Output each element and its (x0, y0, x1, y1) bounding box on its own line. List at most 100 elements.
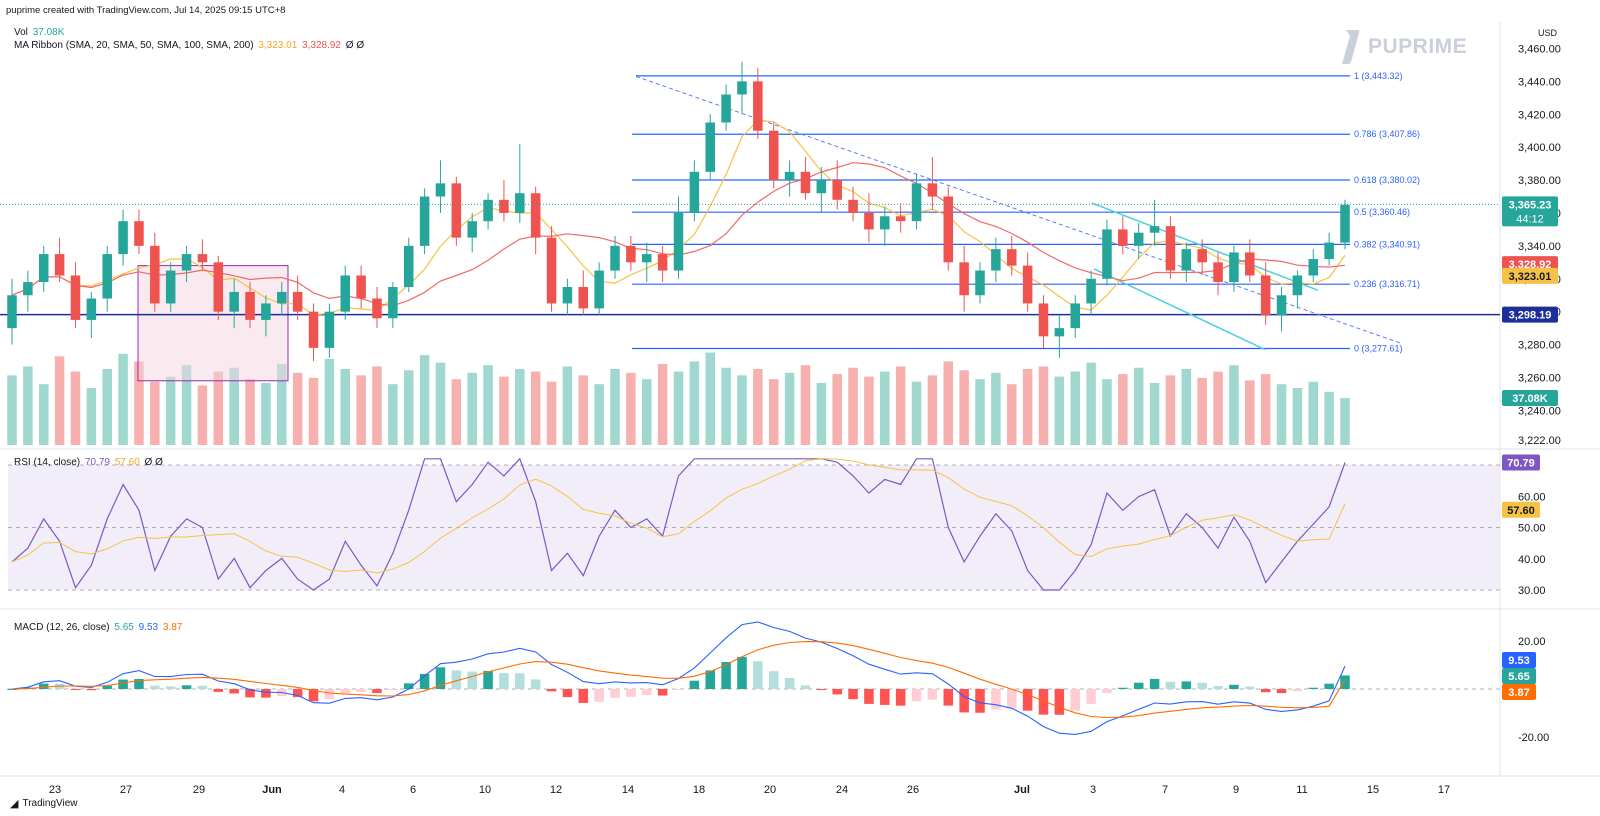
macd-histogram-bar (1006, 689, 1017, 709)
price-badge-label: 3,365.23 (1509, 199, 1552, 211)
time-tick-label: 18 (693, 784, 705, 796)
volume-bar (626, 372, 636, 445)
candle-body (1006, 249, 1017, 266)
ma-ribbon-legend[interactable]: MA Ribbon (SMA, 20, SMA, 50, SMA, 100, S… (14, 40, 364, 51)
fib-level-label: 0.382 (3,340.91) (1354, 239, 1420, 249)
candle-body (816, 180, 827, 194)
candle-body (1260, 275, 1271, 315)
volume-bar (1086, 362, 1096, 445)
candle-body (372, 298, 382, 319)
candle (372, 287, 382, 329)
macd-badge-label: 9.53 (1508, 655, 1529, 667)
volume-bar (610, 369, 620, 445)
candle-body (1308, 259, 1319, 276)
tradingview-logo-icon: ◢ (10, 798, 19, 810)
currency-label: USD (1538, 28, 1558, 38)
volume-bar (1276, 384, 1287, 445)
candle-body (213, 262, 224, 312)
volume-bar (467, 372, 477, 445)
fib-level-label: 1 (3,443.32) (1354, 71, 1403, 81)
macd-histogram-bar (594, 689, 604, 702)
candle (721, 84, 731, 131)
candle (610, 236, 620, 279)
volume-bar (118, 353, 128, 445)
candle-body (277, 291, 287, 304)
candle-body (1165, 226, 1176, 271)
candle (245, 282, 255, 329)
macd-histogram-bar (1133, 682, 1144, 689)
macd-histogram-bar (705, 670, 715, 689)
volume-bar (594, 384, 604, 445)
volume-bar (1133, 367, 1144, 445)
candle-body (356, 275, 366, 299)
candle-body (419, 196, 430, 246)
volume-bar (1165, 375, 1176, 445)
tradingview-logo[interactable]: ◢ TradingView (10, 797, 78, 810)
macd-histogram-bar (784, 677, 795, 689)
fib-level-label: 0.236 (3,316.71) (1354, 279, 1420, 289)
candle (975, 262, 985, 304)
price-tick-label: 3,380.00 (1518, 175, 1561, 187)
price-tick-label: 3,420.00 (1518, 109, 1561, 121)
candle-body (784, 171, 795, 181)
candle (7, 278, 17, 345)
macd-histogram-bar (150, 685, 160, 689)
rsi-tick-label: 30.00 (1518, 585, 1546, 597)
candle (134, 209, 144, 255)
candle-body (594, 270, 604, 309)
time-tick-label: 6 (410, 784, 416, 796)
candle (213, 255, 224, 320)
macd-legend[interactable]: MACD (12, 26, close) 5.65 9.53 3.87 (14, 622, 182, 633)
candle-body (832, 180, 842, 200)
rsi-legend[interactable]: RSI (14, close) 70.79 57.60 Ø Ø (14, 457, 163, 468)
candle (1308, 249, 1319, 283)
ma-ribbon-label: MA Ribbon (SMA, 20, SMA, 50, SMA, 100, S… (14, 40, 254, 51)
macd-histogram-bar (388, 689, 398, 690)
tradingview-logo-text: TradingView (22, 798, 78, 809)
candle-body (1213, 262, 1223, 283)
candle (1070, 295, 1080, 338)
candle-body (848, 199, 858, 213)
macd-histogram-bar (213, 689, 224, 692)
macd-histogram-bar (515, 673, 525, 689)
candle (1133, 222, 1144, 260)
volume-bar (705, 352, 715, 445)
candle (848, 186, 858, 222)
candle-body (435, 183, 446, 197)
puprime-logo-text: PUPRIME (1368, 35, 1468, 58)
price-tick-label: 3,260.00 (1518, 372, 1561, 384)
macd-histogram-bar (530, 679, 541, 689)
candle-body (626, 245, 636, 263)
candle (800, 157, 811, 200)
volume-bar (642, 379, 652, 445)
candle (70, 262, 81, 329)
time-tick-label: 11 (1296, 784, 1307, 796)
macd-histogram-bar (832, 689, 842, 695)
volume-bar (689, 361, 700, 445)
candle (1102, 219, 1112, 286)
candle (86, 291, 97, 338)
macd-histogram-bar (165, 686, 176, 689)
candle-body (1038, 303, 1049, 337)
rsi-tick-label: 40.00 (1518, 554, 1546, 566)
candle-body (150, 245, 160, 304)
macd-histogram-bar (737, 656, 747, 689)
candle (546, 226, 557, 312)
candle (1181, 242, 1192, 283)
candle-body (562, 287, 573, 304)
macd-histogram-bar (959, 689, 969, 713)
price-badge (1502, 267, 1558, 284)
candle (1213, 252, 1223, 296)
macd-histogram-bar (1213, 686, 1223, 689)
candle (467, 212, 477, 253)
time-tick-label: 4 (339, 784, 345, 796)
candle (1038, 295, 1049, 348)
volume-bar (1292, 388, 1303, 445)
time-tick-label: 24 (836, 784, 848, 796)
candle (277, 282, 287, 315)
candle (102, 245, 112, 312)
time-tick-label: Jul (1014, 784, 1030, 796)
candle-body (880, 216, 890, 230)
macd-histogram-bar (70, 689, 81, 690)
